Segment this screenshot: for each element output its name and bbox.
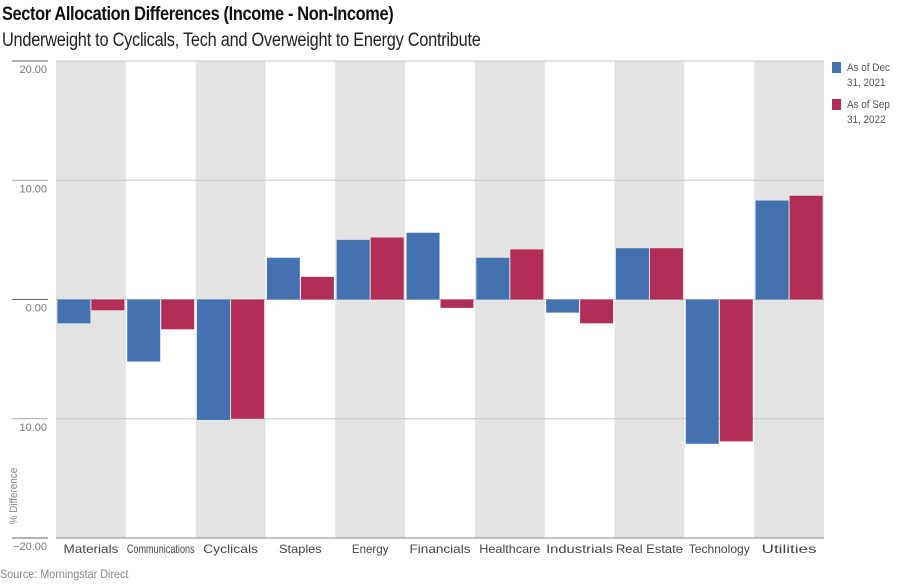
- y-axis-ticks: 20.00 10.00 0.00 10.00 −20.00: [12, 60, 48, 553]
- y-tick-label: −20.00: [13, 541, 47, 553]
- x-tick-label: Industrials: [546, 542, 613, 556]
- x-tick-label: Communications: [127, 542, 195, 556]
- y-axis-label: % Difference: [8, 467, 20, 525]
- bar-dec-2021: [546, 299, 580, 313]
- y-tick-label: 10.00: [19, 422, 47, 434]
- bar-dec-2021: [476, 257, 510, 300]
- bar-dec-2021: [127, 299, 161, 362]
- bar-dec-2021: [755, 200, 789, 300]
- x-tick-label: Staples: [279, 542, 322, 556]
- bar-sep-2022: [649, 248, 683, 300]
- y-tick-label: 10.00: [19, 183, 47, 195]
- bar-sep-2022: [161, 299, 195, 330]
- y-tick-label: 0.00: [26, 303, 47, 315]
- legend-label: As of Dec 31, 2021: [847, 62, 890, 89]
- bar-sep-2022: [300, 276, 334, 300]
- bar-dec-2021: [266, 257, 300, 300]
- bar-dec-2021: [57, 299, 91, 324]
- x-tick-label: Healthcare: [479, 542, 540, 556]
- bar-sep-2022: [91, 299, 125, 311]
- bar-sep-2022: [231, 299, 265, 419]
- x-tick-label: Materials: [63, 542, 118, 556]
- bar-sep-2022: [719, 299, 753, 442]
- bar-dec-2021: [197, 299, 231, 420]
- bar-sep-2022: [510, 249, 544, 300]
- x-tick-label: Cyclicals: [203, 542, 258, 556]
- legend-swatch: [832, 99, 841, 110]
- bar-sep-2022: [440, 299, 474, 308]
- bar-dec-2021: [615, 248, 649, 300]
- legend-item-sep-2022[interactable]: As of Sep 31, 2022: [832, 98, 900, 128]
- chart-title: Sector Allocation Differences (Income - …: [2, 4, 394, 25]
- chart-subtitle: Underweight to Cyclicals, Tech and Overw…: [2, 30, 481, 51]
- x-tick-label: Financials: [410, 542, 471, 556]
- bar-sep-2022: [789, 195, 823, 300]
- bar-sep-2022: [370, 237, 404, 300]
- x-tick-label: Utilities: [762, 542, 817, 556]
- x-axis-labels: Materials Communications Cyclicals Staples E…: [63, 542, 816, 556]
- bar-dec-2021: [406, 232, 440, 300]
- x-tick-label: Real Estate: [616, 542, 683, 556]
- legend: As of Dec 31, 2021 As of Sep 31, 2022: [832, 61, 900, 135]
- x-tick-label: Technology: [689, 542, 750, 556]
- bar-dec-2021: [336, 239, 370, 300]
- source-note: Source: Morningstar Direct: [0, 567, 129, 581]
- bars: [57, 195, 823, 444]
- bar-dec-2021: [685, 299, 719, 444]
- legend-swatch: [832, 62, 841, 73]
- x-tick-label: Energy: [352, 542, 389, 556]
- legend-item-dec-2021[interactable]: As of Dec 31, 2021: [832, 61, 900, 91]
- legend-label: As of Sep 31, 2022: [847, 99, 890, 126]
- y-tick-label: 20.00: [19, 64, 47, 76]
- bar-sep-2022: [580, 299, 614, 324]
